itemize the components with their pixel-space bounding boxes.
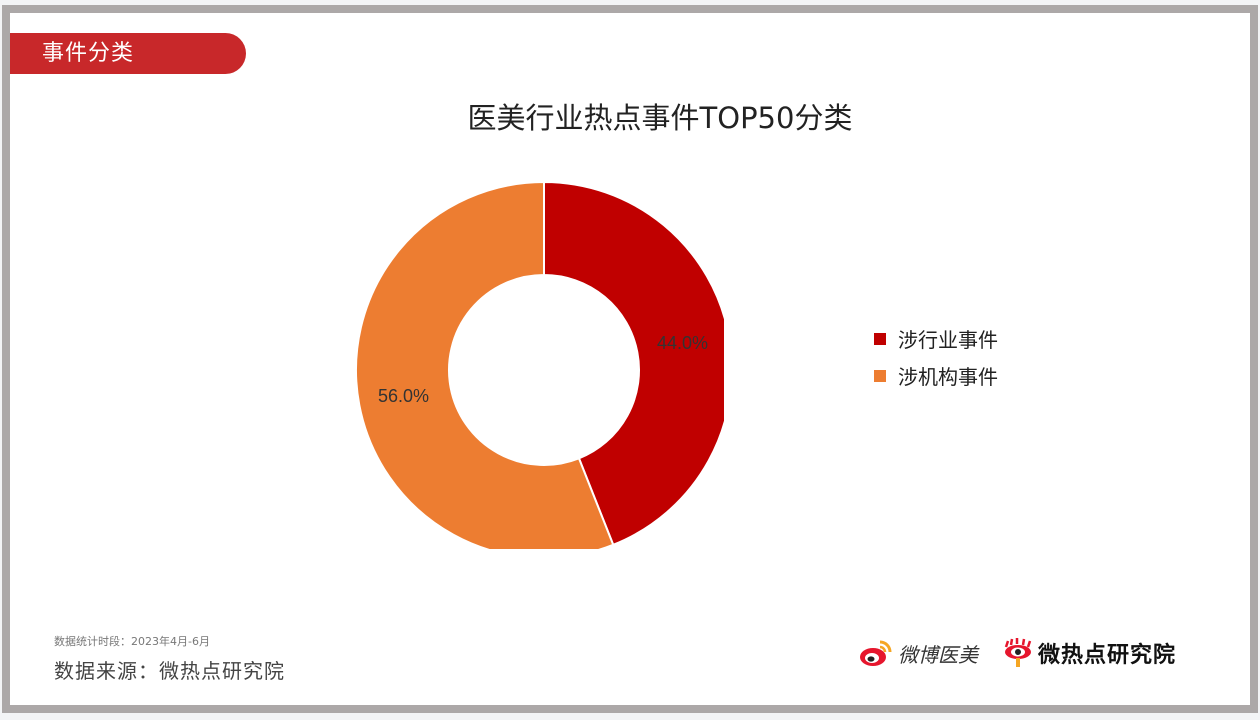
wrd-text: 微热点研究院	[1038, 643, 1177, 668]
slice-label-institution: 56.0%	[378, 386, 430, 406]
legend-item-industry: 涉行业事件	[874, 320, 998, 357]
donut-slice-1	[355, 180, 615, 549]
slice-label-industry: 44.0%	[657, 333, 709, 353]
legend-swatch-icon	[874, 332, 886, 345]
donut-chart	[355, 180, 724, 549]
legend-label: 涉行业事件	[898, 328, 998, 352]
chart-legend: 涉行业事件 涉机构事件	[874, 320, 998, 394]
legend-swatch-icon	[874, 369, 886, 382]
weibo-icon	[860, 640, 892, 666]
donut-slice-0	[543, 180, 724, 547]
weibo-yimei-text: 微博医美	[898, 642, 978, 667]
section-tab: 事件分类	[10, 33, 246, 74]
wrd-eye-icon	[1004, 638, 1032, 667]
data-period: 数据统计时段：2023年4月-6月	[54, 635, 210, 648]
wrd-logo: 微热点研究院	[1002, 636, 1176, 670]
slide-frame: 事件分类 医美行业热点事件TOP50分类	[2, 5, 1258, 713]
legend-item-institution: 涉机构事件	[874, 357, 998, 394]
chart-title: 医美行业热点事件TOP50分类	[467, 101, 853, 135]
weibo-yimei-logo: 微博医美	[858, 636, 978, 670]
legend-label: 涉机构事件	[898, 365, 998, 389]
data-source: 数据来源：微热点研究院	[54, 659, 285, 683]
